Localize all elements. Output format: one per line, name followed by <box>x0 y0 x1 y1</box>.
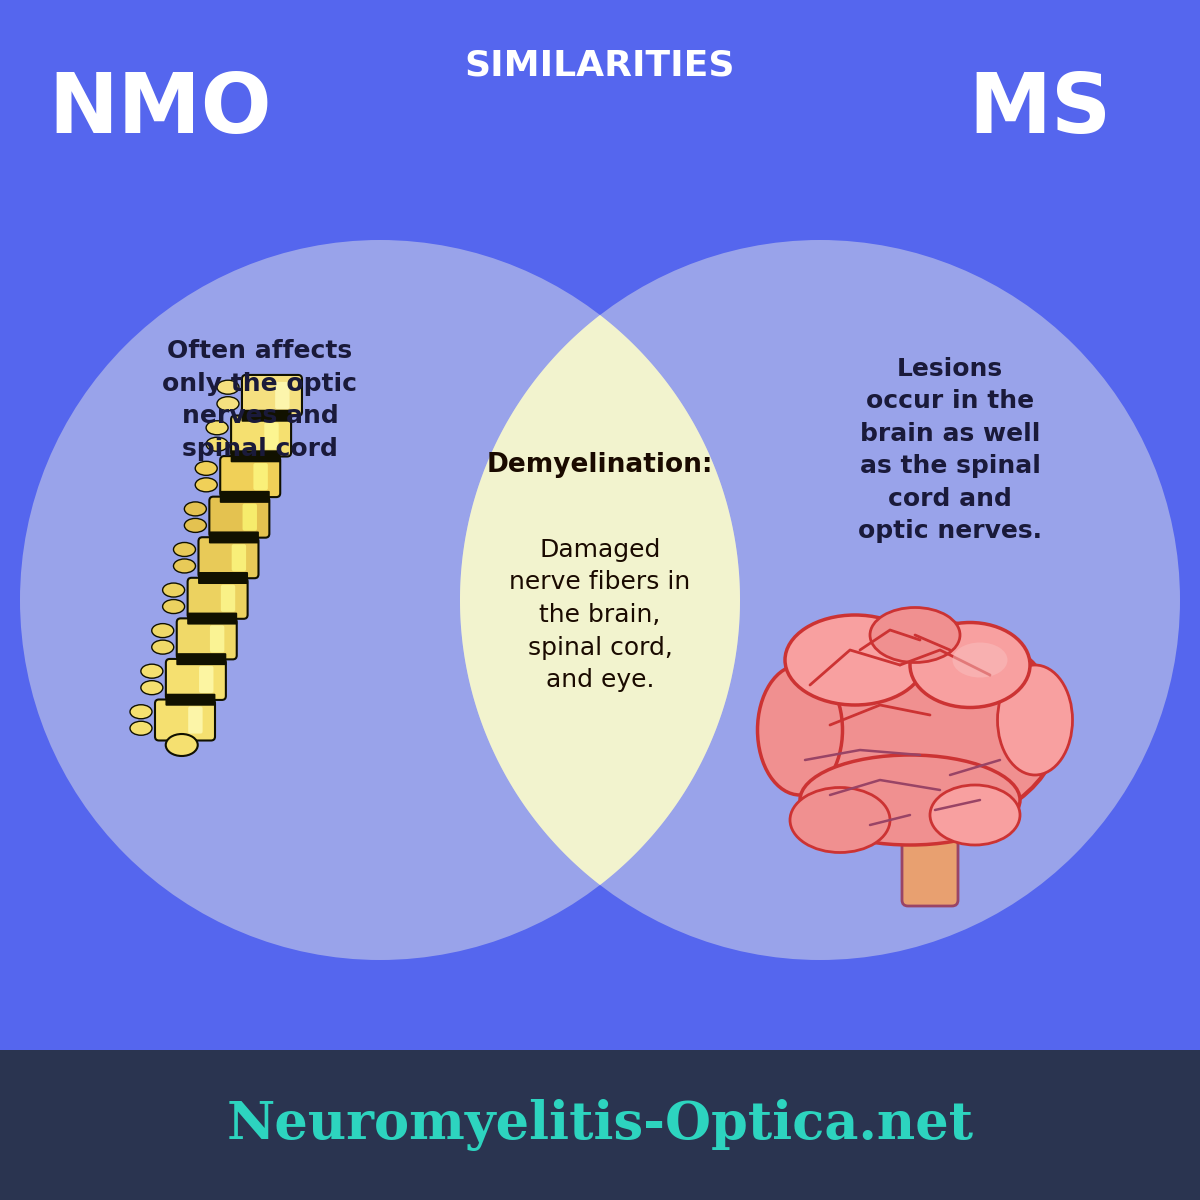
FancyBboxPatch shape <box>187 577 247 619</box>
FancyBboxPatch shape <box>230 450 281 462</box>
Text: MS: MS <box>968 70 1111 150</box>
Text: Often affects
only the optic
nerves and
spinal cord: Often affects only the optic nerves and … <box>162 340 358 461</box>
FancyBboxPatch shape <box>264 422 278 450</box>
Circle shape <box>460 240 1180 960</box>
Ellipse shape <box>800 755 1020 845</box>
FancyBboxPatch shape <box>232 544 246 571</box>
Ellipse shape <box>206 437 228 451</box>
Ellipse shape <box>997 665 1073 775</box>
FancyBboxPatch shape <box>241 409 292 421</box>
FancyBboxPatch shape <box>242 504 257 530</box>
FancyBboxPatch shape <box>198 572 248 584</box>
Circle shape <box>20 240 740 960</box>
Ellipse shape <box>174 542 196 557</box>
Text: SIMILARITIES: SIMILARITIES <box>464 48 736 82</box>
Ellipse shape <box>185 502 206 516</box>
Text: Damaged
nerve fibers in
the brain,
spinal cord,
and eye.: Damaged nerve fibers in the brain, spina… <box>509 538 691 692</box>
FancyBboxPatch shape <box>221 456 281 497</box>
FancyBboxPatch shape <box>275 382 289 409</box>
FancyBboxPatch shape <box>176 618 236 659</box>
Ellipse shape <box>174 559 196 572</box>
FancyBboxPatch shape <box>187 612 238 624</box>
Ellipse shape <box>163 600 185 613</box>
Ellipse shape <box>151 640 174 654</box>
Text: Neuromyelitis-Optica.net: Neuromyelitis-Optica.net <box>227 1099 973 1151</box>
Ellipse shape <box>870 607 960 662</box>
FancyBboxPatch shape <box>220 491 270 503</box>
Ellipse shape <box>185 518 206 533</box>
Ellipse shape <box>163 583 185 598</box>
Ellipse shape <box>785 614 925 704</box>
Ellipse shape <box>930 785 1020 845</box>
FancyBboxPatch shape <box>221 584 235 612</box>
Ellipse shape <box>780 620 1060 830</box>
FancyBboxPatch shape <box>209 532 259 544</box>
Text: Demyelination:: Demyelination: <box>487 452 713 478</box>
Ellipse shape <box>166 734 198 756</box>
FancyBboxPatch shape <box>0 1050 1200 1200</box>
Text: NMO: NMO <box>48 70 272 150</box>
FancyBboxPatch shape <box>210 625 224 653</box>
Ellipse shape <box>757 665 842 796</box>
Polygon shape <box>460 316 740 884</box>
Ellipse shape <box>217 397 239 410</box>
FancyBboxPatch shape <box>902 839 958 906</box>
FancyBboxPatch shape <box>176 653 227 665</box>
Ellipse shape <box>206 421 228 434</box>
Text: Lesions
occur in the
brain as well
as the spinal
cord and
optic nerves.: Lesions occur in the brain as well as th… <box>858 356 1042 544</box>
FancyBboxPatch shape <box>232 415 292 456</box>
FancyBboxPatch shape <box>188 707 203 733</box>
FancyBboxPatch shape <box>209 497 269 538</box>
Ellipse shape <box>140 680 163 695</box>
FancyBboxPatch shape <box>242 374 302 416</box>
FancyBboxPatch shape <box>253 463 268 490</box>
Ellipse shape <box>130 721 152 736</box>
FancyBboxPatch shape <box>155 700 215 740</box>
Ellipse shape <box>790 787 890 852</box>
Ellipse shape <box>196 461 217 475</box>
Ellipse shape <box>196 478 217 492</box>
FancyBboxPatch shape <box>166 659 226 700</box>
Ellipse shape <box>140 664 163 678</box>
FancyBboxPatch shape <box>198 538 258 578</box>
FancyBboxPatch shape <box>166 694 216 706</box>
Ellipse shape <box>151 624 174 637</box>
FancyBboxPatch shape <box>199 666 214 692</box>
Ellipse shape <box>217 380 239 394</box>
Ellipse shape <box>910 623 1030 708</box>
Ellipse shape <box>130 704 152 719</box>
Ellipse shape <box>953 642 1008 678</box>
